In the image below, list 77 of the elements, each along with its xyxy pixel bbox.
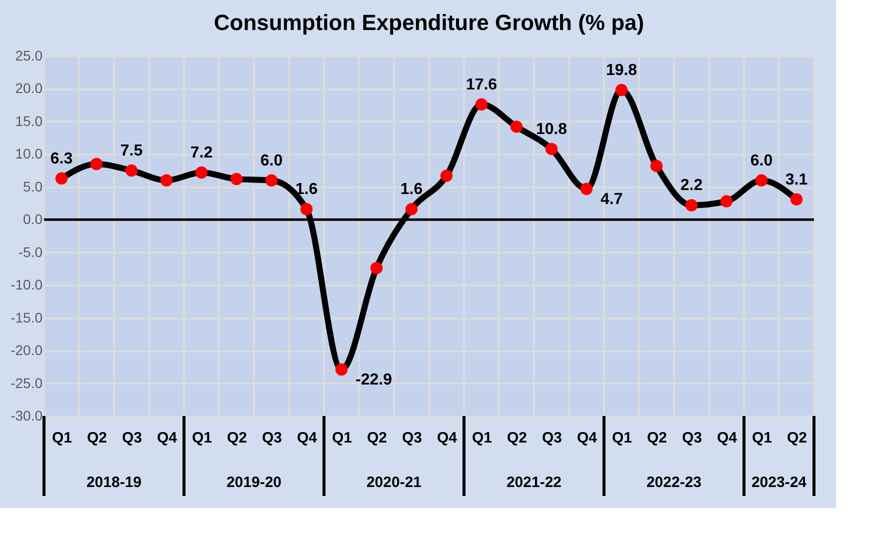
x-tick-label: Q2 xyxy=(366,430,388,446)
point xyxy=(335,363,348,376)
point xyxy=(720,195,733,208)
text: 2018-19 xyxy=(86,474,142,491)
point xyxy=(265,174,278,186)
x-tick-label: Q3 xyxy=(402,430,422,446)
data-label: 6.0 xyxy=(260,152,283,170)
y-tick-label: -30.0 xyxy=(10,408,43,424)
y-tick-label: 5.0 xyxy=(23,178,43,194)
x-tick-label: Q3 xyxy=(682,430,702,446)
y-tick-label: -20.0 xyxy=(10,342,43,358)
x-tick-label: Q1 xyxy=(52,430,72,446)
x-tick-label: Q4 xyxy=(296,430,318,446)
point xyxy=(55,172,68,185)
y-tick-label: 15.0 xyxy=(15,112,43,129)
y-tick-label: 20.0 xyxy=(15,80,43,96)
data-label: 7.5 xyxy=(120,142,143,160)
data-label: 2.2 xyxy=(680,177,703,194)
data-label: 19.8 xyxy=(606,62,638,80)
point xyxy=(370,262,383,274)
x-tick-label: Q1 xyxy=(612,430,632,446)
data-label: 4.7 xyxy=(600,190,623,208)
data-label: 3.1 xyxy=(785,171,808,188)
text: 2020-21 xyxy=(366,474,422,491)
point xyxy=(790,193,803,206)
point xyxy=(615,84,628,96)
point xyxy=(440,170,453,182)
data-label: 7.2 xyxy=(190,144,213,162)
data-label: 1.6 xyxy=(295,181,318,198)
y-tick-label: -15.0 xyxy=(10,309,43,326)
x-tick-label: Q2 xyxy=(226,430,248,446)
x-tick-label: Q2 xyxy=(86,430,108,446)
y-tick-label: -10.0 xyxy=(10,276,43,293)
x-tick-label: Q2 xyxy=(646,430,668,446)
data-label: 17.6 xyxy=(466,76,498,94)
data-label: 1.6 xyxy=(400,181,423,198)
point xyxy=(650,160,663,172)
text: 2019-20 xyxy=(226,474,282,491)
x-tick-label: Q1 xyxy=(752,430,772,446)
x-tick-label: Q4 xyxy=(436,430,458,446)
point xyxy=(300,203,313,216)
x-tick-label: Q4 xyxy=(156,430,178,446)
point xyxy=(755,174,768,186)
x-tick-label: Q1 xyxy=(192,430,212,446)
point xyxy=(160,174,173,186)
y-tick-label: 0.0 xyxy=(23,211,43,228)
point xyxy=(230,172,243,186)
point xyxy=(125,164,138,177)
text: 2023-24 xyxy=(751,474,808,491)
y-tick-label: 10.0 xyxy=(15,146,43,162)
x-tick-label: Q1 xyxy=(472,430,492,446)
chart-title: Consumption Expenditure Growth (% pa) xyxy=(214,10,644,35)
y-tick-label: -25.0 xyxy=(10,374,43,391)
x-tick-label: Q3 xyxy=(542,430,562,446)
y-tick-label: -5.0 xyxy=(18,244,43,260)
point xyxy=(510,120,523,133)
data-label: -22.9 xyxy=(356,372,392,389)
point xyxy=(545,142,558,156)
point xyxy=(685,199,698,212)
text: 2022-23 xyxy=(646,474,702,491)
x-tick-label: Q2 xyxy=(506,430,528,446)
x-tick-label: Q3 xyxy=(262,430,282,446)
point xyxy=(580,182,593,195)
x-tick-label: Q2 xyxy=(786,430,808,446)
x-tick-label: Q3 xyxy=(122,430,142,446)
data-label: 10.8 xyxy=(536,120,568,138)
text: 2021-22 xyxy=(506,474,562,491)
data-label: 6.3 xyxy=(50,150,73,168)
point xyxy=(405,203,418,216)
x-tick-label: Q4 xyxy=(716,430,738,446)
x-tick-label: Q1 xyxy=(332,430,352,446)
x-tick-label: Q4 xyxy=(576,430,598,446)
point xyxy=(195,166,208,179)
point xyxy=(90,158,103,170)
y-tick-label: 25.0 xyxy=(15,48,43,64)
data-label: 6.0 xyxy=(750,152,773,170)
point xyxy=(475,98,488,111)
